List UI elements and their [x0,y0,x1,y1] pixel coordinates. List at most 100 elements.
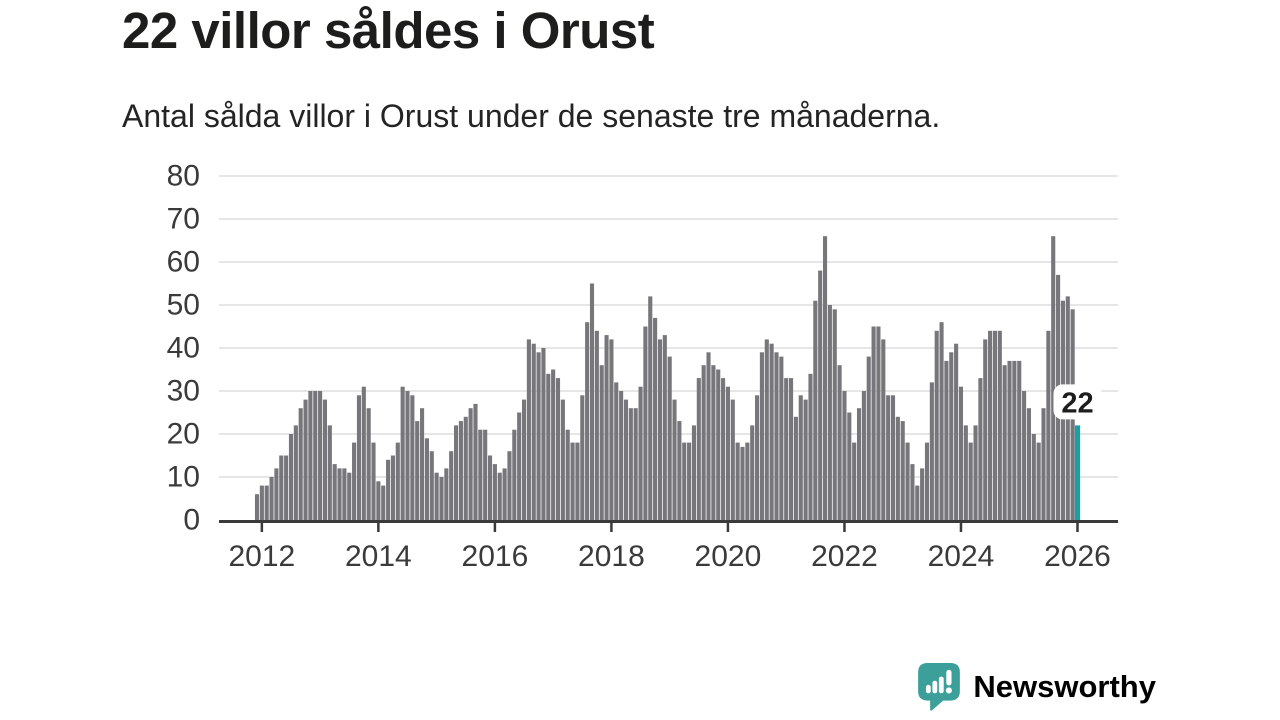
value-label: 22 [1061,387,1093,419]
bar [352,442,357,520]
bar [594,330,599,520]
bar [803,399,808,520]
bar [890,395,896,520]
bar [861,391,866,520]
bar [366,408,371,520]
bar [628,408,633,520]
bar [954,343,959,520]
bar [779,356,784,520]
bar [653,317,658,520]
bar [585,322,590,520]
bar [939,322,944,520]
bar [638,386,643,520]
bar [968,442,973,520]
bar [759,352,764,520]
bar [434,472,439,520]
bar [822,236,828,520]
bar [619,391,624,520]
bar [1046,330,1051,520]
bar [1041,408,1046,520]
bar [424,438,429,520]
bar [497,472,502,520]
bar [551,369,556,520]
bar [298,408,303,520]
y-tick-label: 80 [167,160,200,193]
bar [274,468,279,520]
bar [521,399,527,520]
bar [905,442,910,520]
bar [730,399,735,520]
bar [449,451,454,520]
bar [949,352,954,520]
bar [332,464,337,520]
y-tick-label: 40 [167,332,200,365]
bar [1026,408,1031,520]
bar [701,365,706,520]
bar [1017,360,1022,520]
bar [560,399,565,520]
bar [313,391,318,520]
bar [264,485,269,520]
x-tick-label: 2026 [1044,540,1111,573]
bar [1036,442,1041,520]
bar [735,442,740,520]
bar [983,339,988,520]
y-tick-label: 10 [167,461,200,494]
bar [487,455,493,520]
bar [303,399,308,520]
x-tick-label: 2012 [228,540,295,573]
x-tick-label: 2016 [462,540,529,573]
bar [410,395,415,520]
page-subtitle: Antal sålda villor i Orust under de sena… [122,98,941,134]
bar [706,352,711,520]
bar [691,425,696,520]
bar [920,468,925,520]
bar [337,468,342,520]
bar [813,300,818,520]
bar [847,412,852,520]
bar [609,339,614,520]
bar [740,446,745,520]
x-tick-label: 2018 [578,540,645,573]
bar [924,442,930,520]
bar [856,408,862,520]
bar [322,399,328,520]
bar [614,382,619,520]
bar [318,391,323,520]
bar [1051,236,1056,520]
bar [789,378,794,520]
bar [886,395,891,520]
value-label-halo [1053,384,1102,420]
bar [900,421,905,520]
bar [473,403,478,520]
bar [827,305,832,520]
bar [327,425,332,520]
bar [648,296,653,520]
bar [1002,365,1007,520]
bar [463,416,468,520]
bar [254,494,260,520]
bar [439,477,444,520]
bar [507,451,512,520]
bar [808,373,813,520]
bar [832,309,837,520]
bar [944,360,949,520]
x-tick-label: 2022 [811,540,878,573]
bar [1007,360,1012,520]
bar [517,412,522,520]
page-title: 22 villor såldes i Orust [122,2,655,59]
bar [750,425,755,520]
bar [662,335,667,520]
bar [769,343,774,520]
y-tick-label: 20 [167,418,200,451]
bar [546,373,551,520]
highlight-bar [1074,425,1081,520]
bar [415,421,420,520]
y-tick-label: 60 [167,246,200,279]
bar [793,416,798,520]
bar [672,399,677,520]
bar [279,455,284,520]
newsworthy-logo: Newsworthy [918,663,1156,711]
bar [643,326,648,520]
